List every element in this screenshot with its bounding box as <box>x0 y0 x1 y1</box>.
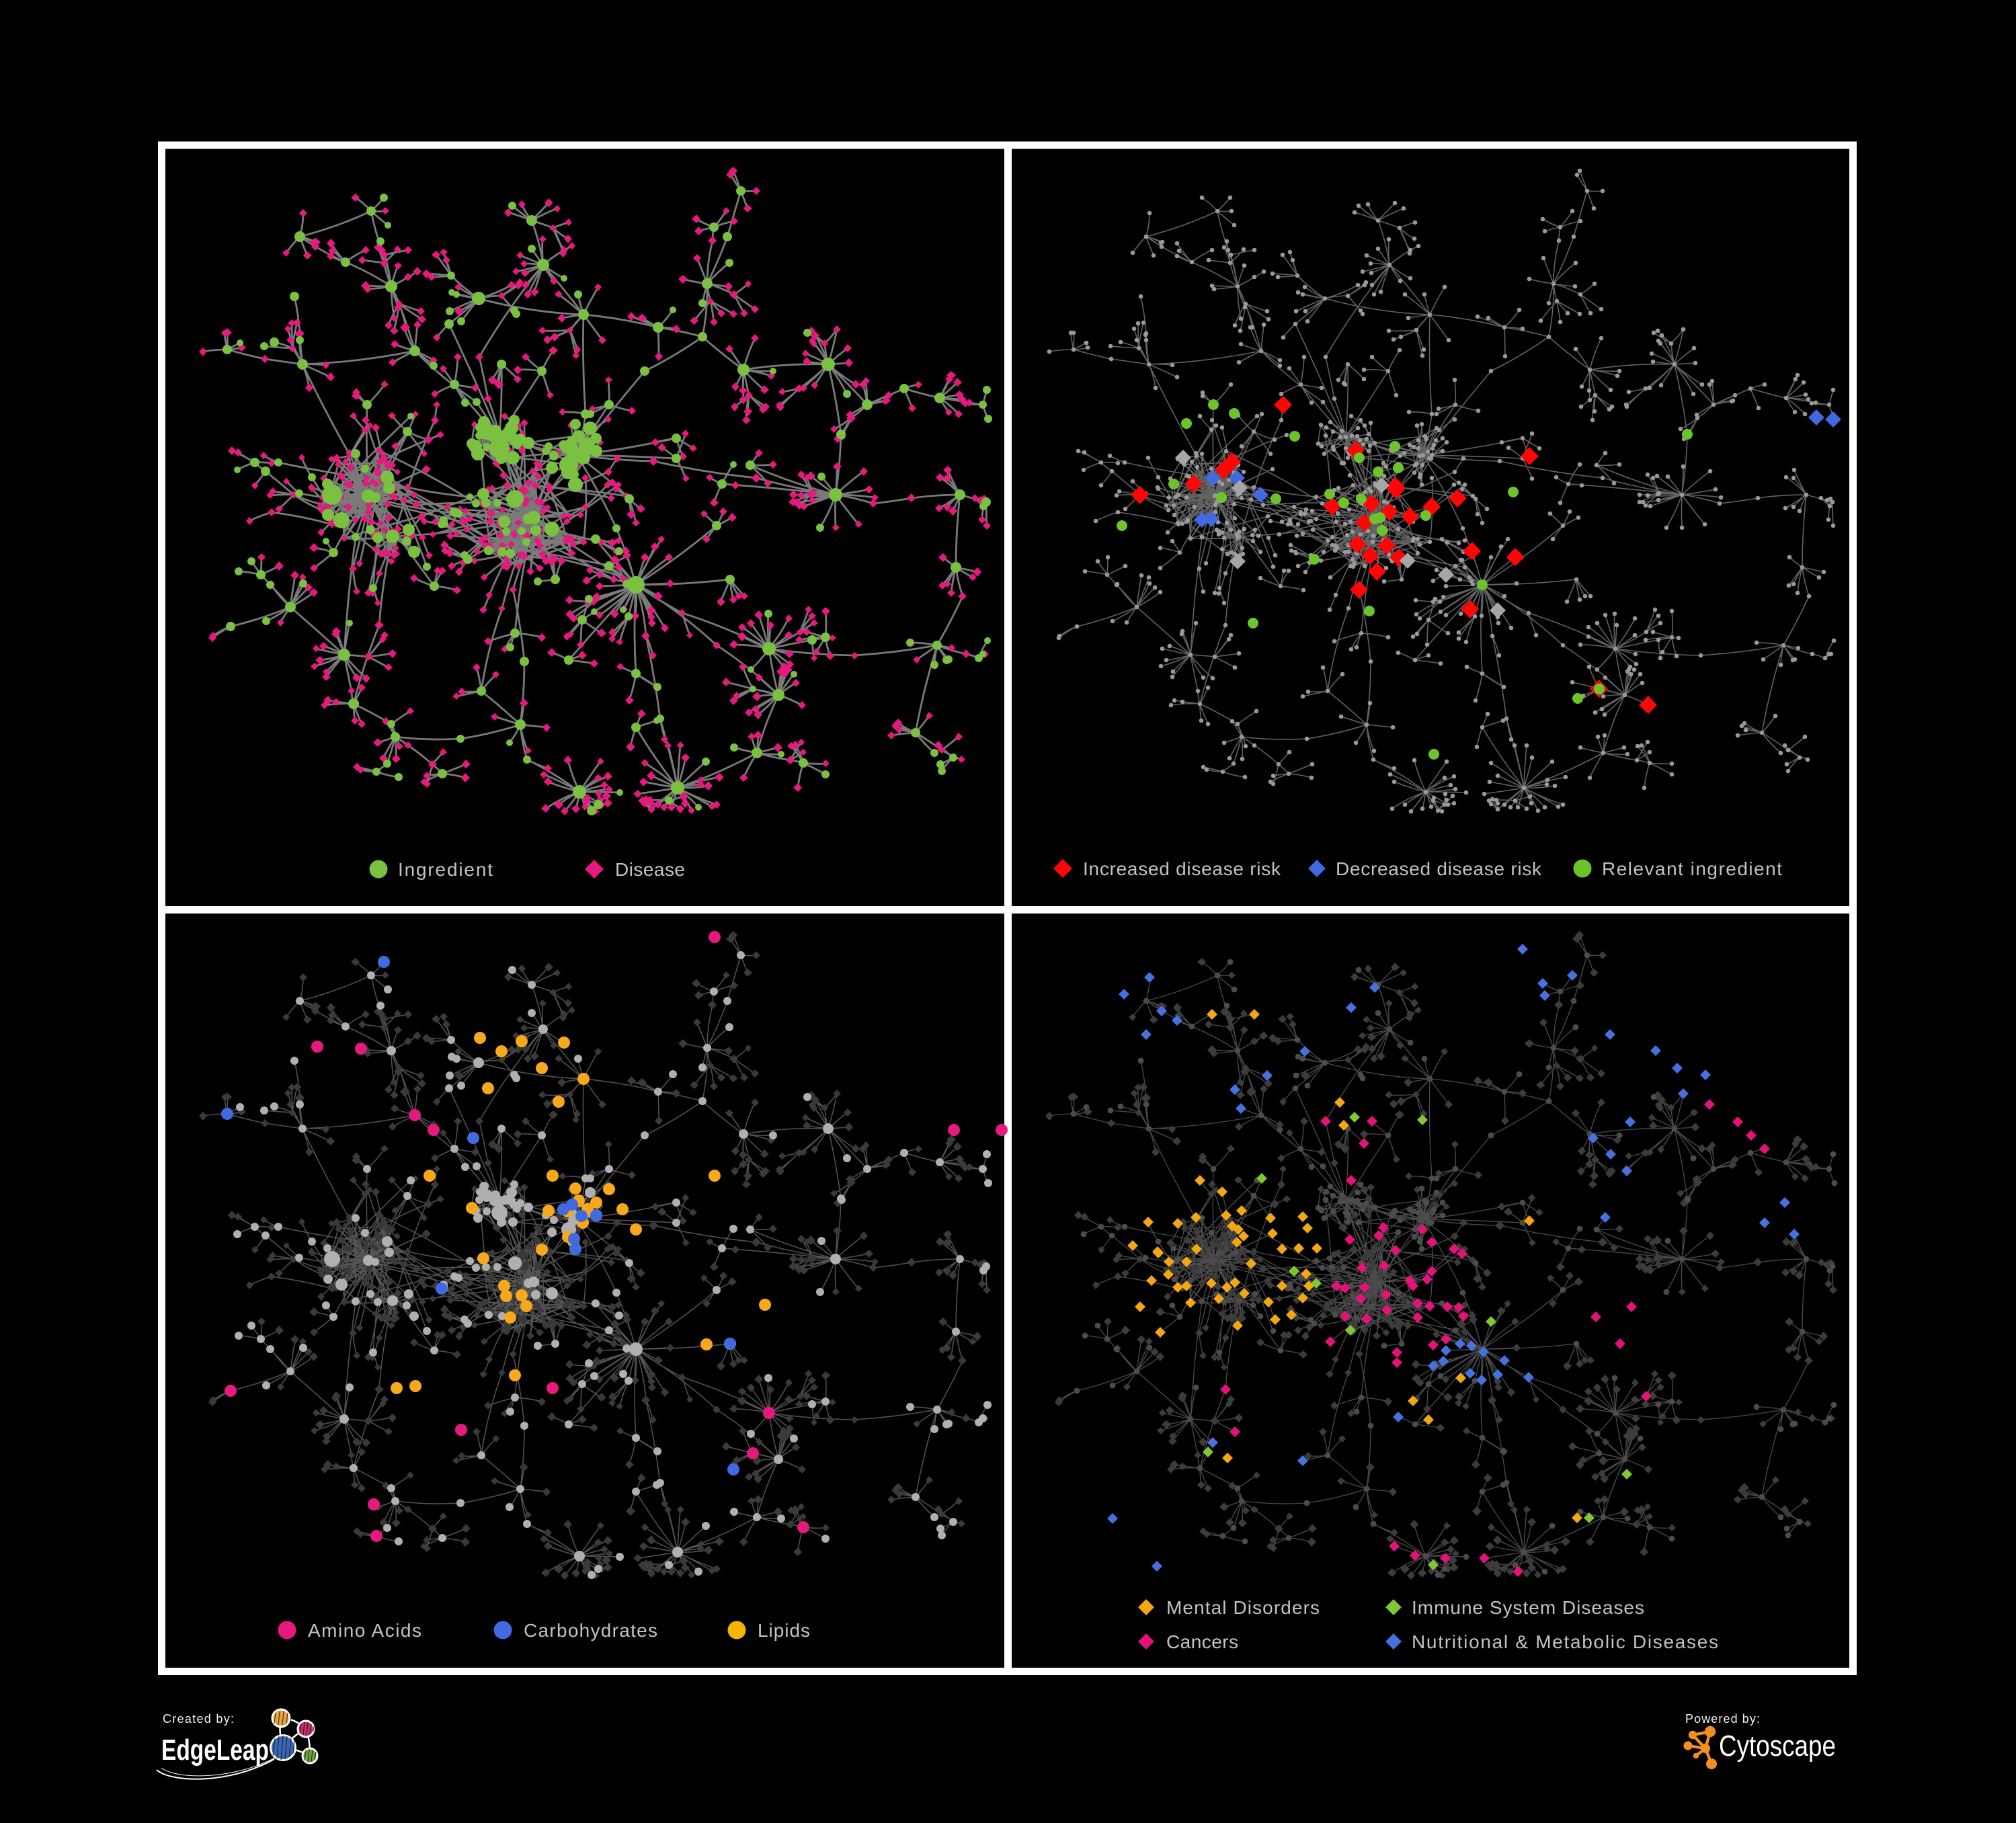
svg-text:Relevant ingredient: Relevant ingredient <box>1602 858 1782 879</box>
svg-text:Immune System Diseases: Immune System Diseases <box>1412 1597 1644 1618</box>
svg-text:Lipids: Lipids <box>758 1620 810 1641</box>
svg-text:Cancers: Cancers <box>1166 1631 1238 1652</box>
svg-text:Decreased disease risk: Decreased disease risk <box>1336 858 1542 879</box>
svg-text:Created by:: Created by: <box>163 1712 234 1726</box>
svg-text:Increased disease risk: Increased disease risk <box>1083 858 1281 879</box>
svg-text:Cytoscape: Cytoscape <box>1719 1730 1836 1763</box>
svg-text:Mental Disorders: Mental Disorders <box>1166 1597 1320 1618</box>
svg-text:Amino Acids: Amino Acids <box>308 1620 421 1641</box>
svg-text:Ingredient: Ingredient <box>398 859 493 880</box>
svg-text:EdgeLeap: EdgeLeap <box>161 1734 269 1767</box>
svg-text:Powered by:: Powered by: <box>1685 1712 1760 1726</box>
svg-text:Carbohydrates: Carbohydrates <box>524 1620 657 1641</box>
svg-text:Nutritional & Metabolic Diseas: Nutritional & Metabolic Diseases <box>1412 1631 1718 1652</box>
svg-text:Disease: Disease <box>615 859 685 880</box>
